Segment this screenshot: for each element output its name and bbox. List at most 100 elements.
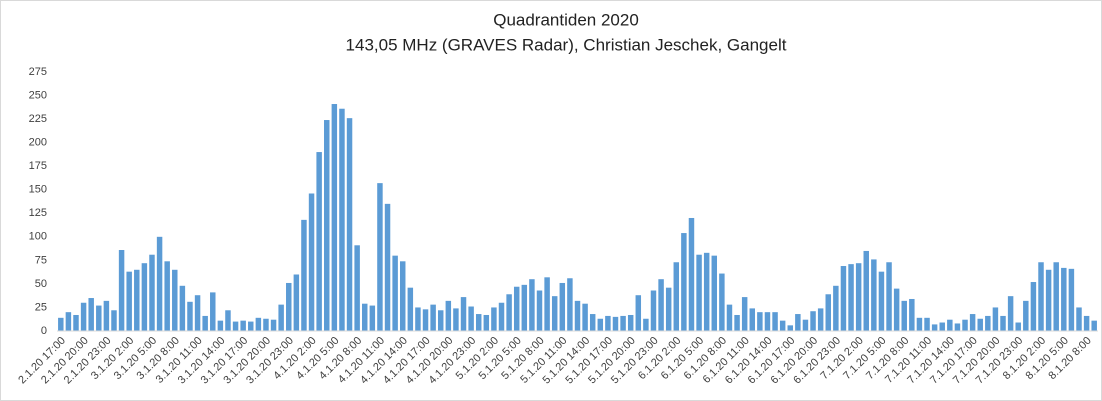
chart-title: Quadrantiden 2020	[493, 10, 639, 29]
bar	[855, 263, 862, 331]
bar	[779, 320, 786, 331]
bar	[164, 261, 170, 331]
bar	[217, 320, 224, 331]
bar	[536, 290, 543, 331]
bar	[985, 315, 991, 331]
bar	[772, 312, 778, 331]
bar	[301, 219, 307, 331]
bar	[840, 266, 847, 331]
bar	[627, 314, 634, 331]
bar	[498, 302, 505, 331]
bar	[681, 233, 687, 331]
bar	[848, 264, 854, 331]
bar	[65, 312, 72, 331]
bar	[88, 298, 94, 331]
bar	[506, 294, 512, 331]
y-tick-label: 25	[35, 301, 47, 313]
bar	[118, 250, 125, 331]
bar	[194, 295, 201, 331]
bar	[286, 282, 292, 331]
y-tick-label: 125	[29, 207, 47, 219]
y-tick-label: 50	[35, 278, 47, 290]
bar	[521, 284, 528, 331]
bar	[825, 294, 831, 331]
bar	[225, 310, 231, 331]
bar	[111, 310, 117, 331]
bar	[392, 255, 398, 331]
bar	[149, 254, 155, 331]
bar	[711, 255, 718, 331]
bar	[931, 324, 938, 331]
bar	[665, 287, 672, 331]
bar	[886, 262, 892, 331]
bar	[871, 259, 877, 331]
bar	[529, 279, 535, 331]
bar	[339, 108, 345, 331]
bar	[1030, 282, 1037, 331]
bar	[893, 288, 900, 331]
bar	[103, 300, 110, 331]
bar	[909, 298, 915, 331]
bar	[1038, 262, 1044, 331]
bar	[833, 285, 839, 331]
chart-subtitle: 143,05 MHz (GRAVES Radar), Christian Jes…	[346, 35, 787, 54]
bar	[574, 300, 581, 331]
bar	[293, 274, 300, 331]
bar	[80, 302, 87, 331]
y-tick-label: 100	[29, 231, 47, 243]
bar	[141, 263, 148, 331]
bar	[202, 315, 208, 331]
bar	[817, 308, 824, 331]
bar	[658, 279, 664, 331]
bar	[362, 303, 368, 331]
bar	[437, 310, 444, 331]
bar	[567, 278, 573, 331]
y-tick-label: 250	[29, 89, 47, 101]
bar	[969, 314, 976, 331]
bar	[757, 312, 763, 331]
bar	[278, 304, 284, 331]
bar	[422, 309, 429, 331]
bar	[962, 319, 968, 331]
bar	[597, 318, 604, 331]
bar	[445, 300, 452, 331]
bar	[947, 319, 953, 331]
bar	[620, 315, 626, 331]
bar	[977, 318, 983, 331]
bar	[475, 314, 482, 331]
bar	[916, 317, 923, 331]
bar	[589, 314, 596, 331]
y-tick-label: 75	[35, 254, 47, 266]
bar	[270, 319, 277, 331]
bar	[384, 203, 391, 331]
bar	[1053, 262, 1059, 331]
bar	[802, 319, 809, 331]
bar	[612, 316, 619, 331]
bar	[491, 307, 497, 331]
bar	[810, 311, 816, 331]
bar	[1007, 296, 1014, 331]
bar	[924, 317, 930, 331]
bar	[73, 314, 79, 331]
bar	[430, 304, 436, 331]
bar	[719, 273, 725, 331]
bar	[643, 318, 649, 331]
bar	[263, 318, 269, 331]
bar	[1000, 315, 1006, 331]
bar	[369, 305, 376, 331]
bar	[172, 269, 178, 331]
bar	[863, 250, 869, 331]
bar	[1068, 268, 1075, 331]
bar	[726, 304, 733, 331]
bar	[1045, 269, 1052, 331]
bar	[734, 314, 740, 331]
bar	[901, 300, 907, 331]
bar	[1091, 320, 1097, 331]
y-tick-label: 275	[29, 66, 47, 78]
bar	[156, 236, 163, 331]
bar	[954, 323, 961, 331]
bar	[605, 315, 611, 331]
bar	[58, 317, 64, 331]
